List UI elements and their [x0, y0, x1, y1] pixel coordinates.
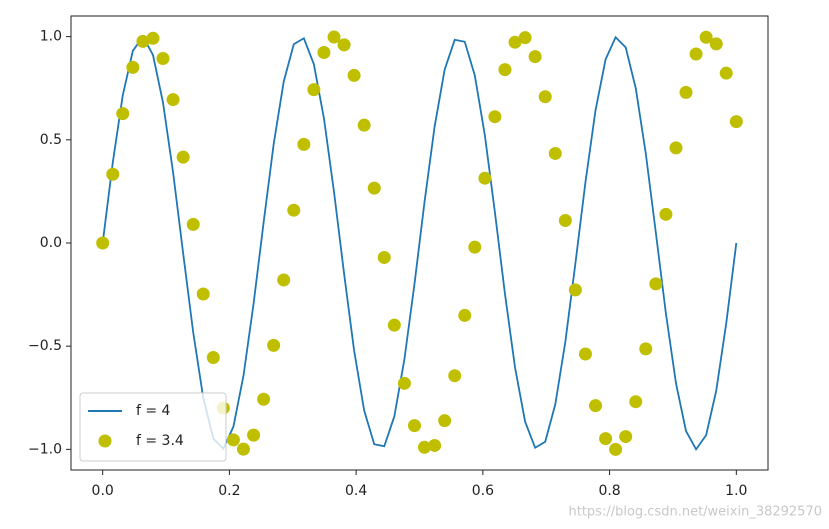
scatter-point: [307, 83, 321, 97]
scatter-point: [719, 66, 733, 80]
watermark: https://blog.csdn.net/weixin_38292570: [568, 505, 822, 520]
scatter-point: [538, 90, 552, 104]
scatter-point: [418, 440, 432, 454]
scatter-point: [206, 351, 220, 365]
scatter-point: [659, 207, 673, 221]
scatter-point: [287, 203, 301, 217]
scatter-point: [599, 432, 613, 446]
scatter-point: [639, 342, 653, 356]
scatter-point: [568, 283, 582, 297]
x-tick-label: 0.4: [345, 483, 367, 499]
scatter-point: [277, 273, 291, 287]
scatter-point: [548, 146, 562, 160]
scatter-point: [186, 217, 200, 231]
scatter-point: [619, 430, 633, 444]
scatter-point: [629, 395, 643, 409]
scatter-point: [649, 277, 663, 291]
legend-label: f = 4: [136, 403, 171, 419]
scatter-point: [709, 37, 723, 51]
scatter-point: [347, 68, 361, 82]
scatter-point: [397, 376, 411, 390]
scatter-point: [578, 347, 592, 361]
scatter-point: [518, 31, 532, 45]
scatter-point: [226, 433, 240, 447]
scatter-point: [448, 369, 462, 383]
scatter-point: [146, 31, 160, 45]
y-tick-label: 0.5: [40, 132, 62, 148]
scatter-point: [558, 214, 572, 228]
scatter-point: [528, 50, 542, 64]
scatter-point: [458, 308, 472, 322]
y-tick-label: 0.0: [40, 235, 62, 251]
line-series: [101, 34, 738, 452]
x-tick-label: 1.0: [725, 483, 747, 499]
scatter-point: [407, 419, 421, 433]
plot-frame: [70, 15, 769, 471]
y-tick-label: −1.0: [28, 441, 62, 457]
scatter-point: [589, 399, 603, 413]
x-tick-label: 0.0: [92, 483, 114, 499]
scatter-point: [679, 85, 693, 99]
scatter-point: [126, 60, 140, 74]
scatter-point: [699, 30, 713, 44]
scatter-point: [297, 137, 311, 151]
scatter-point: [267, 338, 281, 352]
scatter-point: [96, 236, 110, 250]
scatter-point: [136, 34, 150, 48]
y-tick-label: 1.0: [40, 29, 62, 45]
scatter-point: [236, 442, 250, 456]
scatter-point: [428, 438, 442, 452]
scatter-point: [357, 118, 371, 132]
scatter-point: [689, 47, 703, 61]
scatter-point: [669, 141, 683, 155]
scatter-point: [247, 428, 261, 442]
scatter-point: [176, 150, 190, 164]
x-tick-label: 0.8: [598, 483, 620, 499]
scatter-point: [478, 171, 492, 185]
scatter-point: [609, 442, 623, 456]
scatter-point: [156, 52, 170, 66]
scatter-point: [377, 250, 391, 264]
scatter-point: [106, 167, 120, 181]
legend-marker: [98, 434, 112, 448]
scatter-point: [116, 107, 130, 121]
scatter-point: [508, 35, 522, 49]
scatter-point: [438, 414, 452, 428]
scatter-point: [468, 240, 482, 254]
scatter-point: [488, 110, 502, 124]
scatter-point: [166, 93, 180, 107]
scatter-point: [196, 287, 210, 301]
x-tick-label: 0.2: [218, 483, 240, 499]
scatter-point: [498, 63, 512, 77]
scatter-point: [257, 392, 271, 406]
x-tick-label: 0.6: [472, 483, 494, 499]
scatter-point: [729, 115, 743, 129]
scatter-point: [337, 38, 351, 52]
scatter-point: [367, 181, 381, 195]
scatter-point: [317, 46, 331, 60]
y-tick-label: −0.5: [28, 338, 62, 354]
scatter-point: [327, 30, 341, 44]
legend-label: f = 3.4: [136, 433, 184, 449]
scatter-point: [387, 318, 401, 332]
